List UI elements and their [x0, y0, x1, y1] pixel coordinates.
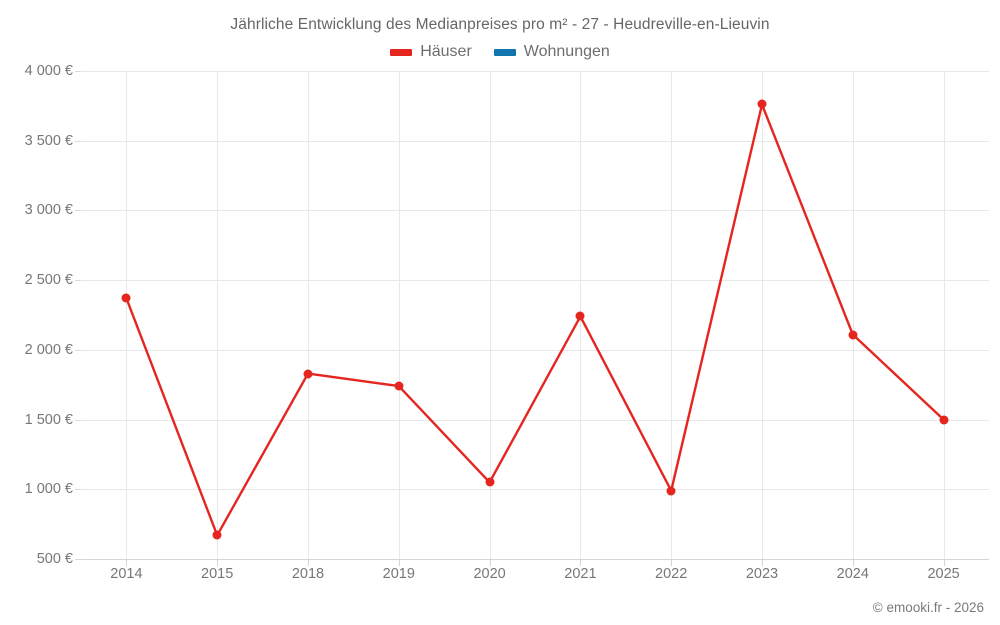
- x-axis-label: 2020: [473, 566, 506, 582]
- x-axis-tick: [671, 560, 673, 566]
- gridline-horizontal: [81, 71, 989, 72]
- legend-label: Häuser: [420, 43, 472, 60]
- legend-swatch-icon: [493, 48, 516, 56]
- page-title: Jährliche Entwicklung des Medianpreises …: [230, 16, 770, 33]
- y-axis-label: 3 500 €: [24, 132, 73, 149]
- y-axis-label: 3 000 €: [24, 202, 73, 219]
- x-axis-label: 2015: [201, 566, 234, 582]
- gridline-vertical: [308, 71, 309, 559]
- gridline-vertical: [398, 71, 400, 559]
- legend-item-houses[interactable]: Häuser: [390, 43, 472, 61]
- x-axis-label: 2014: [110, 566, 143, 582]
- x-axis-label: 2018: [291, 566, 325, 582]
- gridline-vertical: [217, 71, 219, 559]
- x-axis-label: 2025: [927, 566, 960, 582]
- y-axis-label: 2 500 €: [24, 272, 73, 289]
- gridline-vertical: [943, 71, 945, 559]
- chart-legend: Häuser Wohnungen: [0, 43, 1000, 61]
- x-axis-tick: [762, 560, 763, 566]
- x-axis-label: 2021: [564, 566, 597, 582]
- x-axis-tick: [489, 560, 491, 566]
- x-axis-tick: [126, 560, 128, 566]
- y-axis-tick: [75, 140, 81, 142]
- legend-label: Wohnungen: [523, 43, 610, 60]
- y-axis-labels: 4 000 € 3 500 € 3 000 € 2 500 € 2 000 € 1 500…: [0, 0, 73, 625]
- data-point-marker[interactable]: [575, 311, 585, 321]
- x-axis-tick: [308, 560, 309, 566]
- gridline-vertical: [852, 71, 854, 559]
- x-axis-label: 2023: [745, 566, 779, 582]
- y-axis-label: 2 000 €: [24, 341, 73, 358]
- y-axis-label: 4 000 €: [24, 63, 73, 79]
- legend-swatch-icon: [390, 48, 413, 56]
- x-axis-line: [81, 559, 989, 560]
- x-axis-tick: [398, 560, 400, 566]
- x-axis-tick: [852, 560, 854, 566]
- x-axis-tick: [943, 560, 945, 566]
- gridline-vertical: [762, 71, 763, 559]
- data-point-marker[interactable]: [303, 369, 313, 379]
- x-axis-label: 2019: [382, 566, 415, 582]
- x-axis-label: 2022: [655, 566, 688, 582]
- y-axis-tick: [75, 349, 81, 351]
- data-point-marker[interactable]: [121, 293, 131, 303]
- data-point-marker[interactable]: [212, 530, 222, 540]
- legend-item-apartments[interactable]: Wohnungen: [493, 43, 610, 61]
- data-point-marker[interactable]: [394, 381, 404, 391]
- y-axis-tick: [75, 489, 81, 491]
- x-axis-tick: [580, 560, 582, 566]
- y-axis-label: 1 000 €: [24, 481, 73, 498]
- y-axis-tick: [75, 71, 81, 72]
- y-axis-tick: [75, 280, 81, 282]
- data-point-marker[interactable]: [939, 415, 949, 425]
- data-point-marker[interactable]: [666, 486, 676, 496]
- y-axis-label: 1 500 €: [24, 411, 73, 428]
- data-point-marker[interactable]: [757, 99, 767, 109]
- x-axis-tick: [217, 560, 219, 566]
- x-axis-label: 2024: [836, 566, 869, 582]
- y-axis-tick: [75, 210, 81, 212]
- y-axis-label: 500 €: [36, 551, 73, 567]
- y-axis-tick: [75, 419, 81, 421]
- gridline-vertical: [126, 71, 128, 559]
- y-axis-tick: [75, 559, 81, 560]
- footer-credit: © emooki.fr - 2026: [872, 600, 984, 615]
- plot-area: [81, 71, 989, 560]
- data-point-marker[interactable]: [848, 330, 858, 340]
- data-point-marker[interactable]: [485, 477, 495, 487]
